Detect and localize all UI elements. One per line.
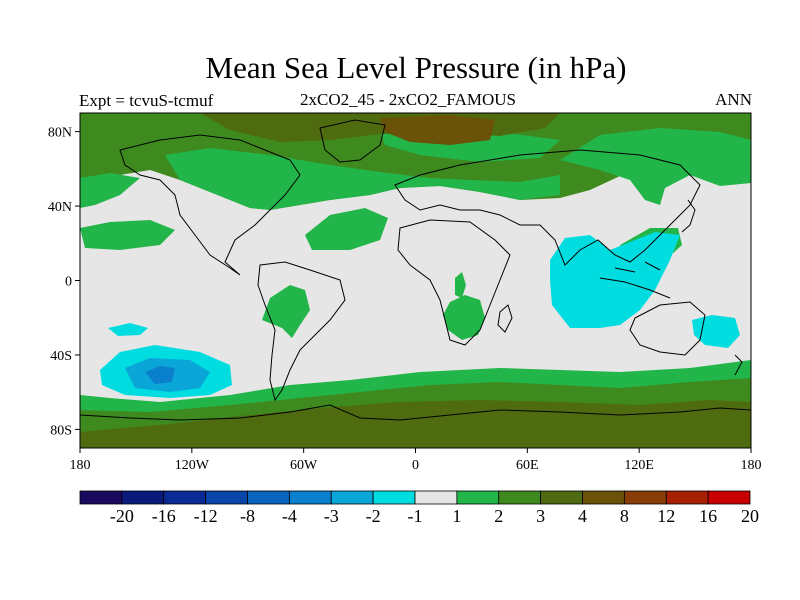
colorbar-label: -1 <box>408 506 423 526</box>
colorbar-swatch <box>330 490 374 505</box>
lat-tick-label: 80S <box>50 423 72 438</box>
colorbar-label: 2 <box>494 506 503 526</box>
experiment-label: Expt = tcvuS-tcmuf <box>79 91 214 110</box>
colorbar-swatch <box>79 490 123 505</box>
colorbar-label: 16 <box>699 506 717 526</box>
colorbar-label: -20 <box>110 506 134 526</box>
colorbar: -20 -16 -12 -8 -4 -3 -2 -1 1 2 3 4 8 12 16 20 <box>79 490 759 526</box>
colorbar-swatch <box>456 490 500 505</box>
contour-north-2d <box>80 173 140 208</box>
lon-tick-label: 180 <box>70 458 91 473</box>
coast-indonesia <box>599 261 671 299</box>
colorbar-label: -4 <box>282 506 297 526</box>
colorbar-label: -16 <box>152 506 176 526</box>
colorbar-label: 20 <box>741 506 759 526</box>
colorbar-swatch <box>288 490 332 505</box>
colorbar-swatch <box>414 490 458 505</box>
lat-tick-label: 40S <box>50 349 72 364</box>
coast-greenland <box>319 119 386 163</box>
chart-title: Mean Sea Level Pressure (in hPa) <box>205 50 627 85</box>
colorbar-label: 12 <box>657 506 675 526</box>
colorbar-swatch <box>247 490 290 505</box>
colorbar-label: 3 <box>536 506 545 526</box>
colorbar-label: 1 <box>452 506 461 526</box>
contour-south-4 <box>80 400 751 448</box>
contour-north-2b <box>165 148 560 210</box>
colorbar-label: -8 <box>240 506 255 526</box>
colorbar-swatch <box>540 490 583 505</box>
colorbar-label: 8 <box>620 506 629 526</box>
comparison-label: 2xCO2_45 - 2xCO2_FAMOUS <box>300 90 516 109</box>
colorbar-swatch <box>623 490 667 505</box>
contour-pacific-2 <box>80 220 175 250</box>
coast-south-america <box>257 261 346 402</box>
contour-atlantic-2 <box>305 208 388 250</box>
lon-tick-label: 180 <box>741 458 762 473</box>
coast-eurasia <box>394 149 701 266</box>
lat-tick-label: 40N <box>48 200 72 215</box>
lon-tick-label: 60W <box>290 458 318 473</box>
latitude-ticks: 80N 40N 0 40S 80S <box>48 126 80 438</box>
coastlines <box>80 119 751 421</box>
season-label: ANN <box>715 90 752 109</box>
coast-new-zealand <box>734 354 743 376</box>
contour-africa-2 <box>443 295 485 340</box>
colorbar-label: -2 <box>366 506 381 526</box>
contour-north-2a <box>560 128 751 205</box>
colorbar-swatch <box>163 490 207 505</box>
colorbar-swatch <box>707 490 751 505</box>
lon-tick-label: 120E <box>624 458 654 473</box>
colorbar-swatch <box>372 490 416 505</box>
longitude-ticks: 180 120W 60W 0 60E 120E 180 <box>70 448 762 473</box>
colorbar-swatch <box>582 490 625 505</box>
colorbar-swatch <box>665 490 709 505</box>
coast-australia <box>629 301 706 356</box>
contour-arctic-8 <box>380 115 495 145</box>
lat-tick-label: 80N <box>48 126 72 141</box>
contour-spac-neg1-small <box>108 323 148 336</box>
colorbar-swatch <box>205 490 248 505</box>
lon-tick-label: 0 <box>412 458 419 473</box>
coast-antarctica <box>80 404 751 421</box>
colorbar-label: 4 <box>578 506 587 526</box>
lon-tick-label: 60E <box>516 458 539 473</box>
lon-tick-label: 120W <box>175 458 210 473</box>
coast-africa <box>397 219 511 346</box>
coast-north-america <box>119 134 301 276</box>
colorbar-label: -12 <box>194 506 218 526</box>
contour-spac-neg3 <box>145 366 175 384</box>
coast-japan <box>681 199 696 233</box>
contour-australia-neg1 <box>692 315 740 348</box>
lat-tick-label: 0 <box>65 275 72 290</box>
colorbar-swatch <box>498 490 542 505</box>
contour-africa-2b <box>455 272 466 298</box>
contour-samerica-2 <box>262 285 310 338</box>
colorbar-swatch <box>121 490 165 505</box>
coast-madagascar <box>497 304 513 333</box>
contour-field <box>80 113 751 448</box>
colorbar-label: -3 <box>324 506 339 526</box>
